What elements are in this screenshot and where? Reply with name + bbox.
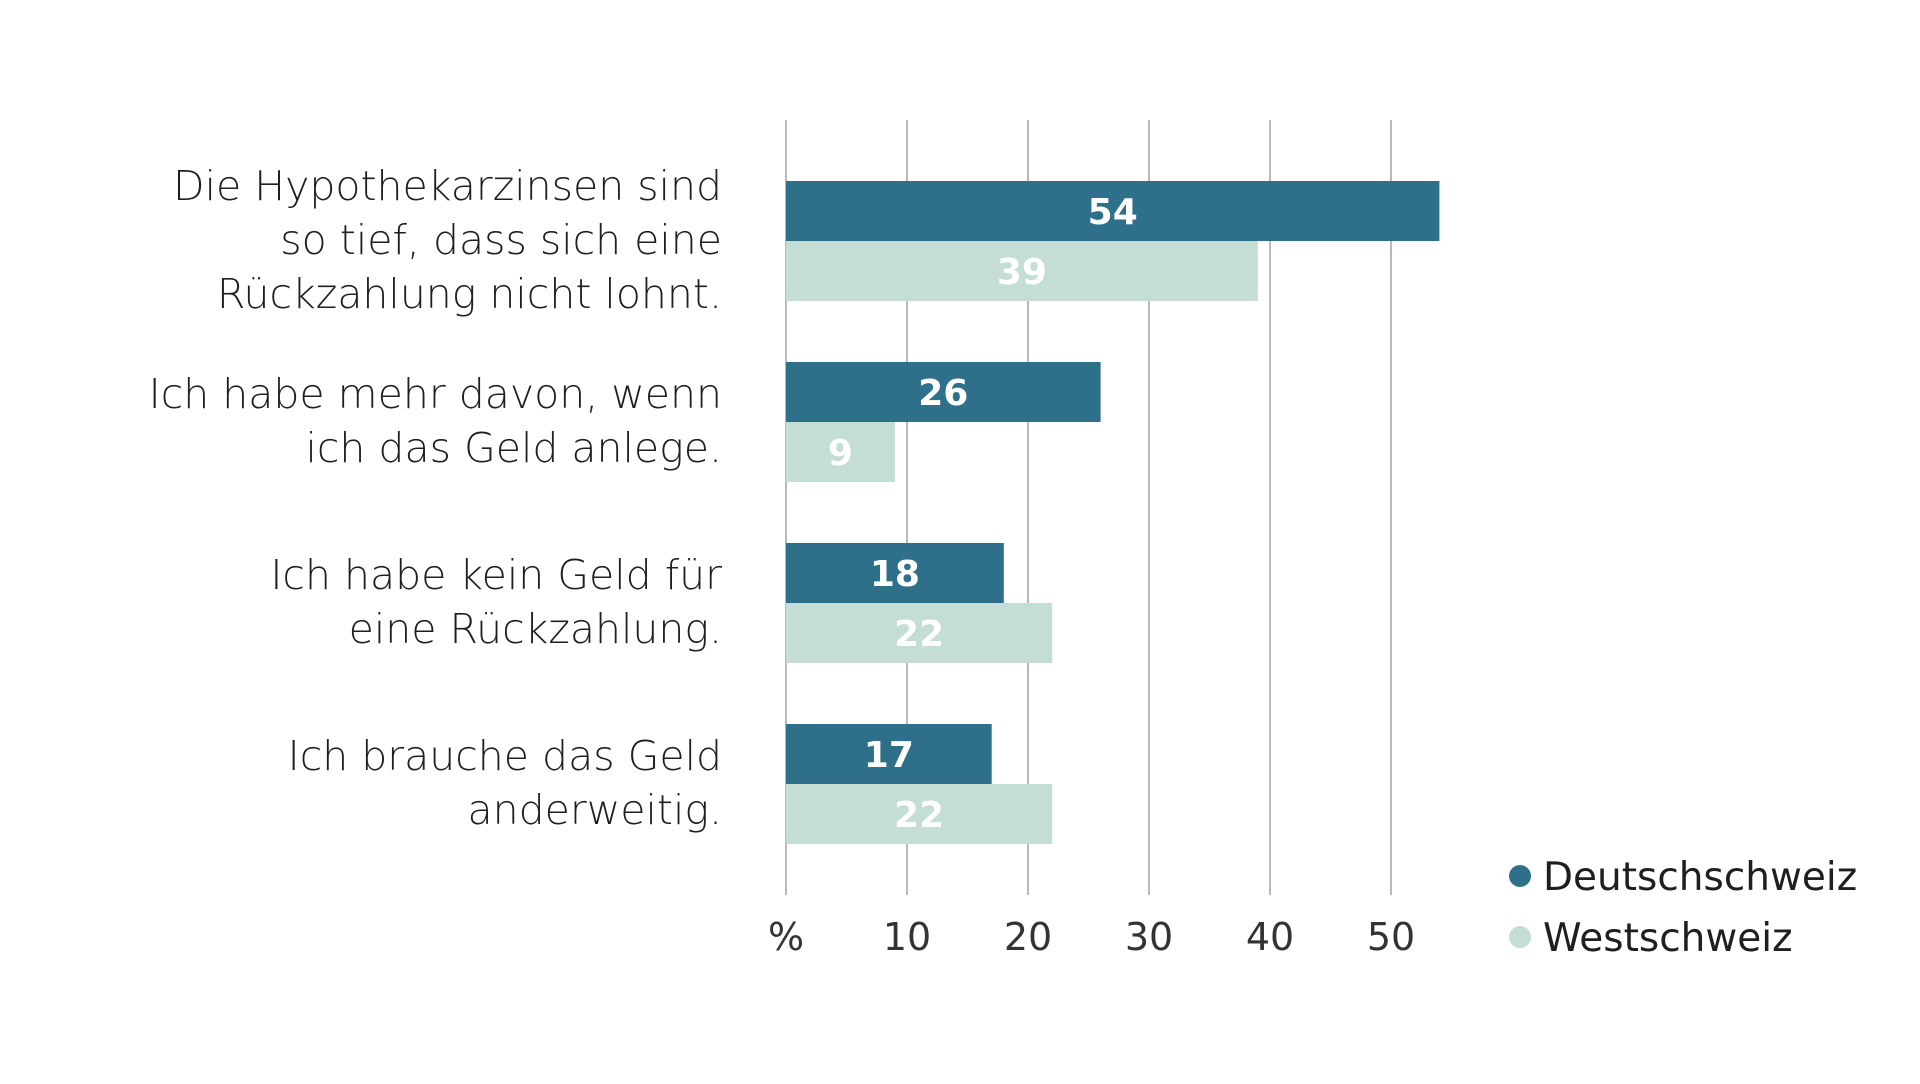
category-label-line: anderweitig.: [468, 786, 722, 834]
bar-westschweiz-3: [786, 603, 1053, 663]
legend-marker-deutschschweiz: [1509, 865, 1531, 887]
bar-westschweiz-1: [786, 241, 1258, 301]
bar-deutschschweiz-2: [786, 362, 1101, 422]
legend-label-deutschschweiz: Deutschschweiz: [1543, 855, 1857, 900]
x-tick-label-50: 50: [1367, 915, 1415, 959]
data-label-deutschschweiz-4: 17: [864, 735, 914, 776]
bar-deutschschweiz-1: [786, 181, 1440, 241]
bar-westschweiz-2: [786, 422, 895, 482]
category-label-line: Ich brauche das Geld: [288, 732, 722, 780]
x-tick-label-%: %: [768, 915, 804, 959]
legend-marker-westschweiz: [1509, 926, 1531, 948]
data-label-westschweiz-4: 22: [894, 795, 944, 836]
data-label-westschweiz-1: 39: [997, 252, 1047, 293]
category-label-3: Ich habe kein Geld für eine Rückzahlung.: [270, 551, 722, 653]
bar-deutschschweiz-4: [786, 724, 992, 784]
legend: Deutschschweiz Westschweiz: [1509, 855, 1857, 961]
category-label-line: so tief, dass sich eine: [280, 216, 722, 264]
data-label-westschweiz-2: 9: [828, 433, 853, 474]
category-label-4: Ich brauche das Geld anderweitig.: [288, 732, 722, 834]
category-label-line: Die Hypothekarzinsen sind: [173, 162, 722, 210]
data-label-deutschschweiz-1: 54: [1088, 192, 1138, 233]
category-label-line: Ich habe kein Geld für: [270, 551, 722, 599]
x-tick-label-10: 10: [883, 915, 931, 959]
category-label-line: ich das Geld anlege.: [305, 424, 722, 472]
x-axis-tick-labels: % 10 20 30 40 50: [768, 915, 1415, 959]
data-label-deutschschweiz-2: 26: [918, 373, 968, 414]
x-tick-label-20: 20: [1004, 915, 1052, 959]
category-label-line: eine Rückzahlung.: [349, 605, 722, 653]
bar-deutschschweiz-3: [786, 543, 1004, 603]
category-labels: Die Hypothekarzinsen sind so tief, dass s…: [149, 162, 722, 834]
category-label-1: Die Hypothekarzinsen sind so tief, dass s…: [173, 162, 722, 318]
data-label-westschweiz-3: 22: [894, 614, 944, 655]
bar-westschweiz-4: [786, 784, 1053, 844]
data-label-deutschschweiz-3: 18: [870, 554, 920, 595]
category-label-line: Rückzahlung nicht lohnt.: [217, 270, 722, 318]
category-label-2: Ich habe mehr davon, wenn ich das Geld an…: [149, 370, 722, 472]
x-tick-label-30: 30: [1125, 915, 1173, 959]
legend-label-westschweiz: Westschweiz: [1543, 916, 1793, 961]
category-label-line: Ich habe mehr davon, wenn: [149, 370, 722, 418]
x-tick-label-40: 40: [1246, 915, 1294, 959]
bars: 54 39 26 9 18 22 17 22: [786, 181, 1440, 844]
